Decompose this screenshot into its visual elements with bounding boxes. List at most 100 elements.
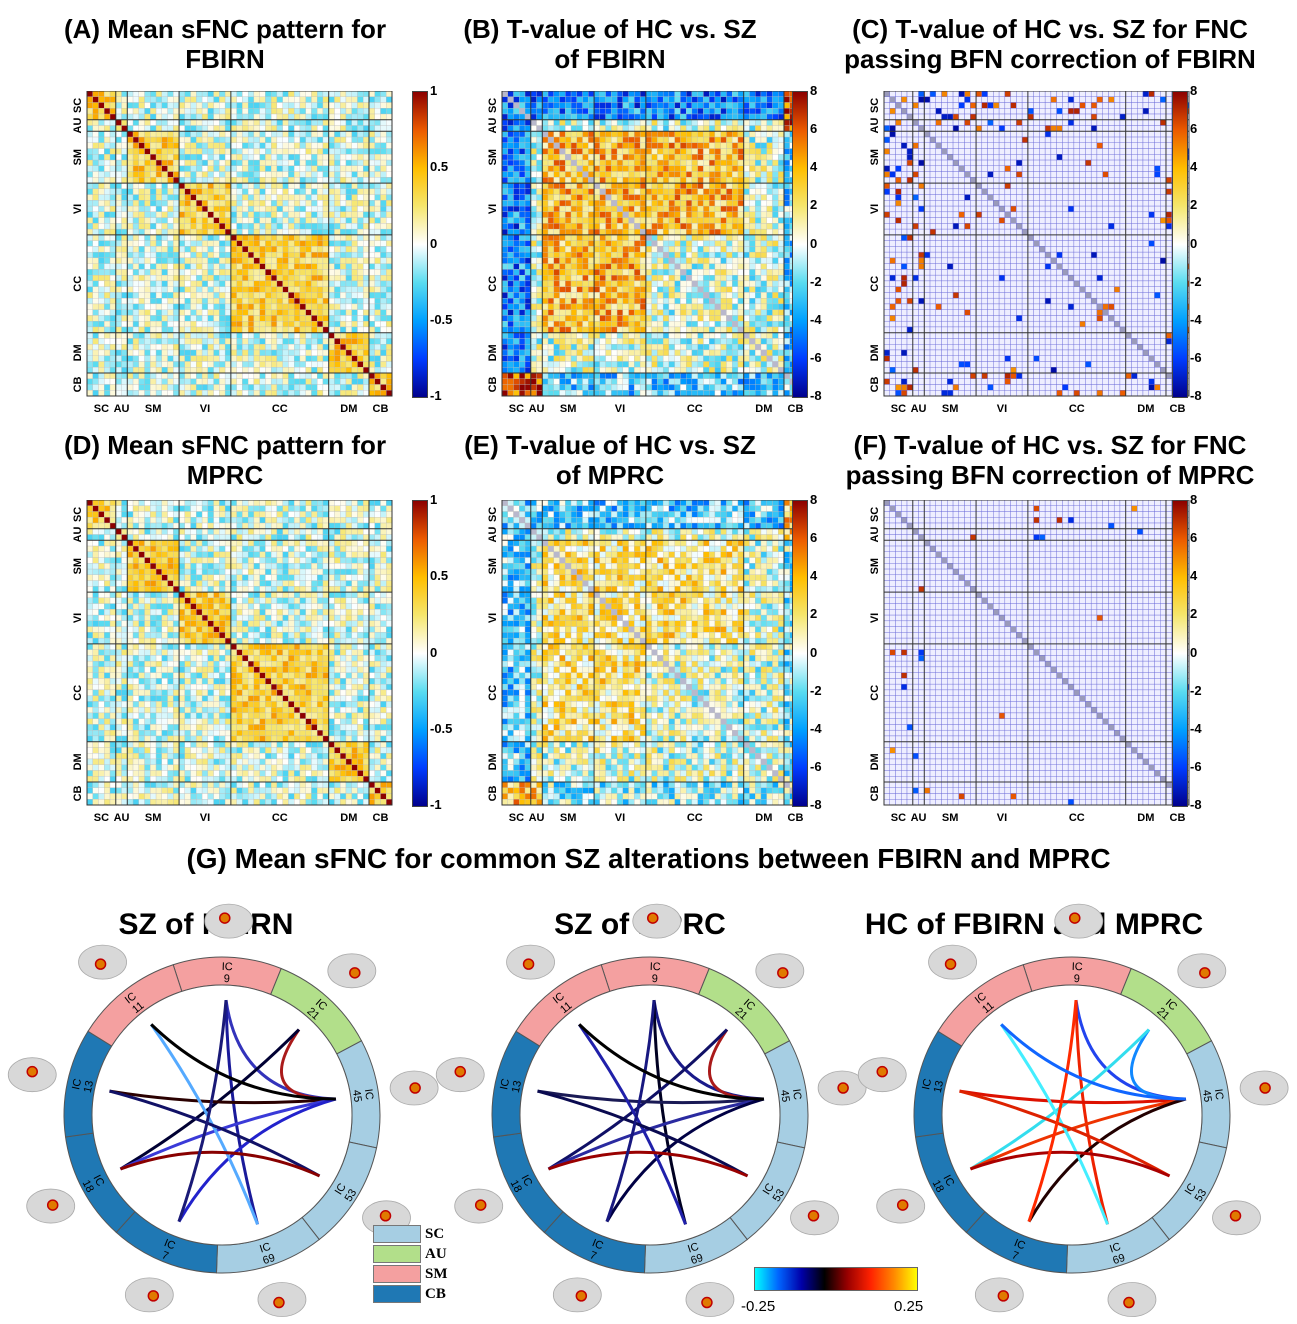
brain-thumbnail-icon xyxy=(790,1200,839,1236)
connection-edge xyxy=(959,1089,1187,1105)
y-tick-vi: VI xyxy=(487,613,499,623)
y-tick-vi: VI xyxy=(869,613,881,623)
colorbar-tick: 2 xyxy=(1190,197,1198,213)
connection-edge xyxy=(969,1028,1151,1171)
x-tick-cb: CB xyxy=(1170,403,1186,415)
x-tick-cc: CC xyxy=(687,403,703,415)
x-tick-cb: CB xyxy=(373,403,389,415)
y-tick-dm: DM xyxy=(487,344,499,361)
colorbar-tick: 6 xyxy=(1190,121,1198,137)
activation-blob-icon xyxy=(896,1199,909,1211)
panel-title-f: (F) T-value of HC vs. SZ for FNC passing … xyxy=(810,430,1290,490)
connection-edge xyxy=(537,1089,765,1105)
x-tick-sc: SC xyxy=(94,812,109,824)
x-tick-au: AU xyxy=(114,403,130,415)
ring-ic-prefix: IC xyxy=(91,1173,107,1188)
brain-thumbnail-icon xyxy=(857,1057,907,1093)
legend-swatch-au xyxy=(373,1245,421,1263)
y-tick-vi: VI xyxy=(487,204,499,214)
activation-blob-icon xyxy=(94,958,107,970)
colorbar-tick: 6 xyxy=(810,121,818,137)
brain-thumbnail-icon xyxy=(928,944,977,980)
activation-blob-icon xyxy=(701,1296,713,1309)
colorbar-tick: 4 xyxy=(1190,568,1198,584)
brain-thumbnail-icon xyxy=(685,1282,735,1317)
ring-ic-number: 21 xyxy=(1154,1005,1171,1022)
ring-segment-ic-11 xyxy=(87,964,183,1047)
x-tick-dm: DM xyxy=(340,812,357,824)
ring-ic-prefix: IC xyxy=(519,1173,535,1188)
connection-edge xyxy=(119,1097,337,1171)
x-tick-cc: CC xyxy=(272,403,288,415)
colorbar-tick: 0 xyxy=(810,235,818,251)
ring-ic-number: 13 xyxy=(82,1079,96,1093)
activation-blob-icon xyxy=(26,1065,38,1078)
matrix-panel-e: SC SC AU AU SM SM VI VI CC CC DM DM CB CB xyxy=(487,500,808,824)
ring-ic-prefix: IC xyxy=(123,990,139,1006)
colorbar-tick: 2 xyxy=(810,197,818,213)
ring-ic-number: 69 xyxy=(1111,1252,1126,1267)
ring-segment-ic-13 xyxy=(913,1030,963,1138)
y-tick-sc: SC xyxy=(487,98,499,113)
legend-swatch-sm xyxy=(373,1265,421,1283)
ring-ic-number: 69 xyxy=(261,1252,276,1267)
ring-segment-ic-45 xyxy=(336,1040,381,1149)
ring-ic-number: 13 xyxy=(510,1079,524,1093)
activation-blob-icon xyxy=(273,1296,285,1309)
colorbar-tick: -4 xyxy=(810,311,822,327)
brain-thumbnail-icon xyxy=(1239,1070,1289,1106)
x-tick-au: AU xyxy=(911,403,927,415)
ring-ic-prefix: IC xyxy=(70,1078,84,1091)
x-tick-sm: SM xyxy=(560,812,577,824)
y-tick-sm: SM xyxy=(72,149,84,166)
panel-title-line2: of MPRC xyxy=(555,460,665,490)
activation-blob-icon xyxy=(1123,1296,1135,1309)
y-tick-cb: CB xyxy=(487,785,499,801)
y-tick-cc: CC xyxy=(869,685,881,701)
ring-ic-prefix: IC xyxy=(741,997,757,1013)
ring-ic-number: 21 xyxy=(304,1005,321,1022)
activation-blob-icon xyxy=(379,1210,392,1222)
legend-swatch-sc xyxy=(373,1225,421,1243)
colorbar-tick: -4 xyxy=(810,720,822,736)
ring-segment-ic-53 xyxy=(301,1141,378,1241)
colorbar-e xyxy=(792,500,808,807)
x-tick-dm: DM xyxy=(755,403,772,415)
brain-thumbnail-icon xyxy=(7,1057,57,1093)
ring-ic-number: 18 xyxy=(508,1178,524,1194)
ring-ic-number: 11 xyxy=(558,1000,574,1016)
circle-title-hc: HC of FBIRN and MPRC xyxy=(864,908,1204,941)
domain-legend: SC AU SM CB xyxy=(373,1224,448,1304)
ring-ic-prefix: IC xyxy=(1183,1181,1199,1197)
ring-ic-prefix: IC xyxy=(362,1088,375,1101)
y-tick-au: AU xyxy=(487,527,499,543)
activation-blob-icon xyxy=(777,967,789,979)
panel-title-line1: (E) T-value of HC vs. SZ xyxy=(464,430,756,460)
connection-edge xyxy=(547,1097,765,1171)
panel-title-line1: (A) Mean sFNC pattern for xyxy=(63,14,387,44)
brain-thumbnail-icon xyxy=(257,1282,307,1317)
colorbar-tick: 1 xyxy=(430,83,438,98)
x-tick-sm: SM xyxy=(942,812,959,824)
colorbar-tick: -8 xyxy=(1190,797,1202,812)
legend-row-au: AU xyxy=(373,1244,448,1264)
ring-ic-number: 11 xyxy=(130,1000,146,1016)
x-tick-vi: VI xyxy=(200,403,210,415)
connection-edge xyxy=(149,1023,259,1225)
x-tick-sc: SC xyxy=(891,812,906,824)
colorbar-tick: 8 xyxy=(1190,492,1198,507)
activation-blob-icon xyxy=(147,1290,160,1302)
colorbar-tick: -4 xyxy=(1190,720,1202,736)
y-tick-cc: CC xyxy=(72,685,84,701)
colorbar-tick: 8 xyxy=(1190,83,1198,98)
colorbar-tick: -6 xyxy=(810,758,822,774)
ring-ic-prefix: IC xyxy=(258,1241,272,1256)
ring-segment-ic-7 xyxy=(965,1210,1068,1274)
matrix-panel-d: SC SC AU AU SM SM VI VI CC CC DM DM CB CB xyxy=(72,500,393,824)
ring-ic-number: 53 xyxy=(343,1187,360,1204)
y-tick-sm: SM xyxy=(869,558,881,575)
colorbar-tick: 0 xyxy=(1190,235,1198,251)
panel-title-a: (A) Mean sFNC pattern for FBIRN xyxy=(30,14,420,74)
activation-blob-icon xyxy=(1229,1210,1242,1222)
y-tick-dm: DM xyxy=(487,753,499,770)
